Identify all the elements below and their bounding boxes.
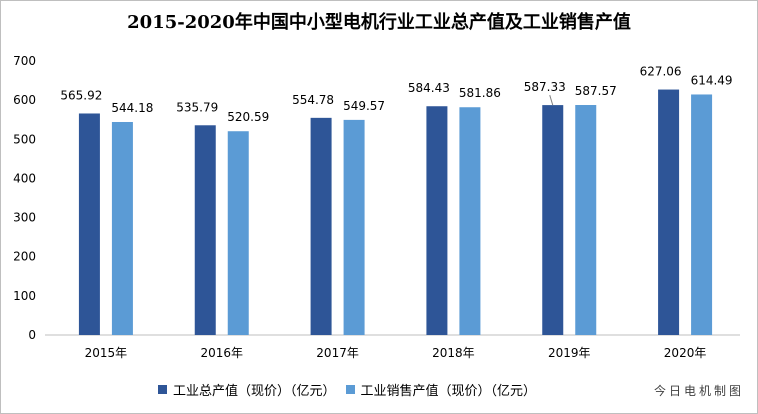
bar-sales: [691, 94, 713, 335]
data-label: 520.59: [227, 110, 269, 124]
label-leader-line: [549, 94, 554, 106]
legend-label-sales: 工业销售产值（现价）（亿元）: [360, 383, 537, 399]
data-label: 549.57: [343, 99, 385, 113]
legend-swatch-sales: [345, 384, 355, 394]
x-tick-label: 2019年: [548, 346, 591, 360]
data-label: 587.57: [575, 84, 617, 98]
bar-total: [78, 113, 100, 335]
x-tick-label: 2016年: [200, 346, 243, 360]
data-label: 587.33: [524, 80, 566, 94]
bar-total: [310, 117, 332, 335]
bar-total: [542, 105, 564, 335]
y-tick-label: 500: [13, 132, 36, 146]
y-tick-label: 700: [13, 54, 36, 68]
data-label: 614.49: [691, 73, 733, 87]
chart-title: 2015-2020年中国中小型电机行业工业总产值及工业销售产值: [127, 12, 631, 33]
legend-item-total: 工业总产值（现价）（亿元）: [158, 380, 336, 399]
y-tick-label: 600: [13, 93, 36, 107]
bar-total: [194, 125, 216, 335]
bar-sales: [459, 107, 481, 335]
data-label: 544.18: [111, 101, 153, 115]
data-label: 535.79: [176, 100, 218, 114]
data-label: 565.92: [60, 88, 102, 102]
x-tick-label: 2017年: [316, 346, 359, 360]
x-tick-label: 2018年: [432, 346, 475, 360]
bar-sales: [343, 119, 365, 335]
y-tick-label: 100: [13, 289, 36, 303]
data-label: 627.06: [640, 65, 682, 79]
legend-item-sales: 工业销售产值（现价）（亿元）: [345, 380, 537, 399]
y-tick-label: 400: [13, 171, 36, 185]
data-label: 554.78: [292, 93, 334, 107]
data-label: 584.43: [408, 81, 450, 95]
y-tick-label: 200: [13, 250, 36, 264]
legend: 工业总产值（现价）（亿元） 工业销售产值（现价）（亿元）: [158, 380, 546, 399]
bar-total: [658, 89, 680, 335]
bar-total: [426, 106, 448, 335]
y-tick-label: 0: [28, 328, 36, 342]
x-tick-label: 2020年: [664, 346, 707, 360]
bar-sales: [575, 105, 597, 335]
data-label: 581.86: [459, 86, 501, 100]
legend-label-total: 工业总产值（现价）（亿元）: [173, 383, 336, 399]
x-tick-label: 2015年: [85, 346, 128, 360]
source-note: 今日电机制图: [653, 384, 744, 398]
bar-sales: [111, 121, 133, 335]
y-tick-label: 300: [13, 211, 36, 225]
bar-sales: [227, 131, 249, 335]
legend-swatch-total: [158, 384, 167, 394]
